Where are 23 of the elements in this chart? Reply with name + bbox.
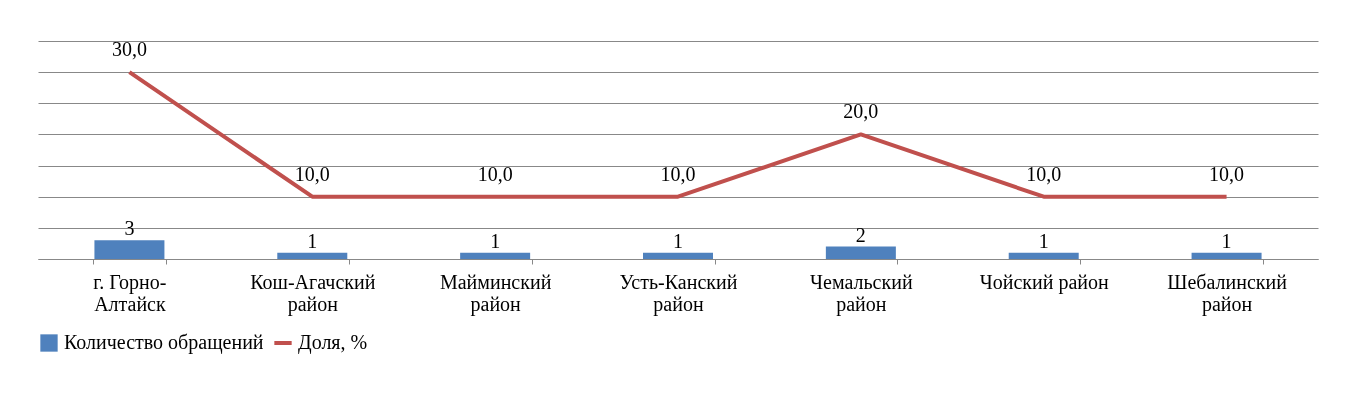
x-tick-label: Чемальский район xyxy=(810,270,913,316)
data-label: 3 xyxy=(124,217,135,240)
legend-label: Доля, % xyxy=(298,331,368,354)
x-tick-label: Чойский район xyxy=(979,270,1109,294)
data-label: 1 xyxy=(490,229,501,252)
data-label: 1 xyxy=(673,229,683,252)
x-tick-label: Шебалинский район xyxy=(1167,270,1288,316)
x-tick-label: Усть-Канский район xyxy=(619,270,738,316)
data-label: 10,0 xyxy=(1026,162,1062,185)
data-label: 10,0 xyxy=(294,162,330,185)
legend-label: Количество обращений xyxy=(64,331,264,354)
x-tick-label: г. Горно-Алтайск xyxy=(93,270,167,315)
data-label: 1 xyxy=(307,229,318,252)
data-label: 1 xyxy=(1221,229,1232,252)
data-label: 30,0 xyxy=(111,38,147,61)
data-label: 20,0 xyxy=(843,100,879,123)
data-label: 10,0 xyxy=(660,162,696,185)
data-label: 10,0 xyxy=(477,162,513,185)
data-label: 10,0 xyxy=(1209,162,1245,185)
data-label: 1 xyxy=(1038,229,1049,252)
x-tick-label: Майминский район xyxy=(439,270,552,316)
data-label: 2 xyxy=(855,223,866,246)
x-tick-label: Кош-Агачский район xyxy=(250,270,376,316)
